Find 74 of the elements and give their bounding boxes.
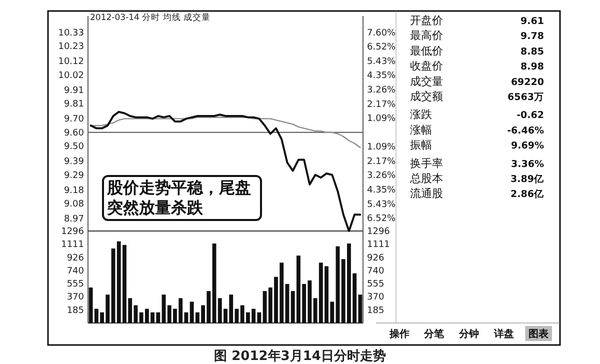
y2-tick-label: 2.17%	[367, 156, 396, 167]
y-tick-label: 9.50	[64, 142, 84, 152]
y-tick-label: 9.18	[64, 186, 84, 196]
y-tick-label: 10.02	[58, 70, 84, 81]
y-tick-label: 10.12	[58, 57, 84, 68]
y2-tick-label: 370	[367, 292, 384, 303]
y-tick-label: 740	[66, 266, 84, 276]
category-label: 涨幅	[410, 123, 432, 136]
y-tick-label: 10.23	[58, 42, 84, 52]
category-label: 详盘	[492, 328, 514, 340]
y-tick-label: 185	[66, 306, 84, 316]
category-label: 操作	[388, 328, 410, 340]
category-label: 成交额	[410, 90, 443, 103]
category-label: 成交量	[410, 74, 443, 88]
text: -6.46%	[507, 125, 544, 136]
y2-tick-label: 2.17%	[367, 100, 396, 110]
line-series	[90, 116, 361, 148]
y2-tick-label: 3.26%	[367, 86, 396, 96]
category-label: 涨跌	[410, 108, 432, 122]
category-label: 流通股	[410, 187, 443, 200]
y-tick-label: 1111	[61, 240, 84, 250]
y2-tick-label: 1.09%	[367, 142, 396, 153]
y2-tick-label: 926	[367, 253, 384, 264]
y2-tick-label: 1111	[367, 240, 390, 250]
category-label: 分钟	[458, 328, 479, 340]
y-tick-label: 9.70	[64, 114, 84, 125]
text: 8.85	[520, 46, 544, 58]
y-tick-label: 9.29	[64, 170, 84, 181]
y-tick-label: 555	[66, 280, 84, 290]
category-label: 开盘价	[410, 14, 443, 27]
caption: 图 2012年3月14日分时走势	[214, 348, 386, 364]
y-tick-label: 1296	[61, 227, 84, 237]
text: 9.69%	[511, 140, 544, 152]
text: -0.62	[516, 110, 544, 122]
y2-tick-label: 6.52%	[367, 42, 396, 53]
y2-tick-label: 555	[367, 280, 384, 290]
y2-tick-label: 6.52%	[367, 214, 396, 224]
category-label: 分笔	[423, 328, 446, 340]
text: 9.61	[520, 16, 544, 27]
chart-title: 2012-03-14 分时 均线 成交量	[90, 12, 211, 23]
category-label: 振幅	[410, 138, 432, 152]
y2-tick-label: 740	[367, 266, 384, 276]
y2-tick-label: 5.43%	[367, 56, 396, 67]
y-tick-label: 9.60	[64, 128, 84, 138]
text: 69220	[510, 76, 544, 88]
y2-tick-label: 1296	[367, 227, 390, 237]
y-tick-label: 9.08	[64, 200, 84, 210]
y-tick-label: 10.33	[58, 28, 84, 38]
category-label: 换手率	[410, 156, 443, 170]
category-label: 最高价	[410, 29, 443, 42]
y2-tick-label: 7.60%	[367, 28, 396, 38]
y-tick-label: 9.81	[64, 100, 84, 110]
y2-tick-label: 1.09%	[367, 114, 396, 124]
text: 2.86亿	[510, 189, 544, 200]
category-label: 总股本	[409, 172, 443, 185]
category-label: 收盘价	[410, 60, 443, 73]
y2-tick-label: 3.26%	[367, 171, 396, 182]
y-tick-label: 926	[66, 253, 84, 264]
y-tick-label: 9.91	[64, 86, 84, 96]
text: 6563万	[508, 92, 544, 103]
text: 9.78	[520, 31, 544, 42]
y2-tick-label: 185	[367, 306, 384, 316]
category-label: 最低价	[410, 44, 443, 58]
y-tick-label: 8.97	[64, 214, 84, 225]
y-tick-label: 9.39	[64, 157, 84, 168]
text: 3.89亿	[510, 174, 544, 185]
text: 8.98	[520, 62, 544, 73]
y-tick-label: 370	[66, 292, 84, 303]
annotation: 股价走势平稳，尾盘突然放量杀跌	[107, 178, 252, 218]
text: 3.36%	[511, 158, 544, 170]
category-label: 图表	[528, 328, 550, 340]
y2-tick-label: 4.35%	[367, 71, 396, 82]
y2-tick-label: 5.43%	[367, 200, 396, 210]
y2-tick-label: 4.35%	[367, 186, 396, 196]
